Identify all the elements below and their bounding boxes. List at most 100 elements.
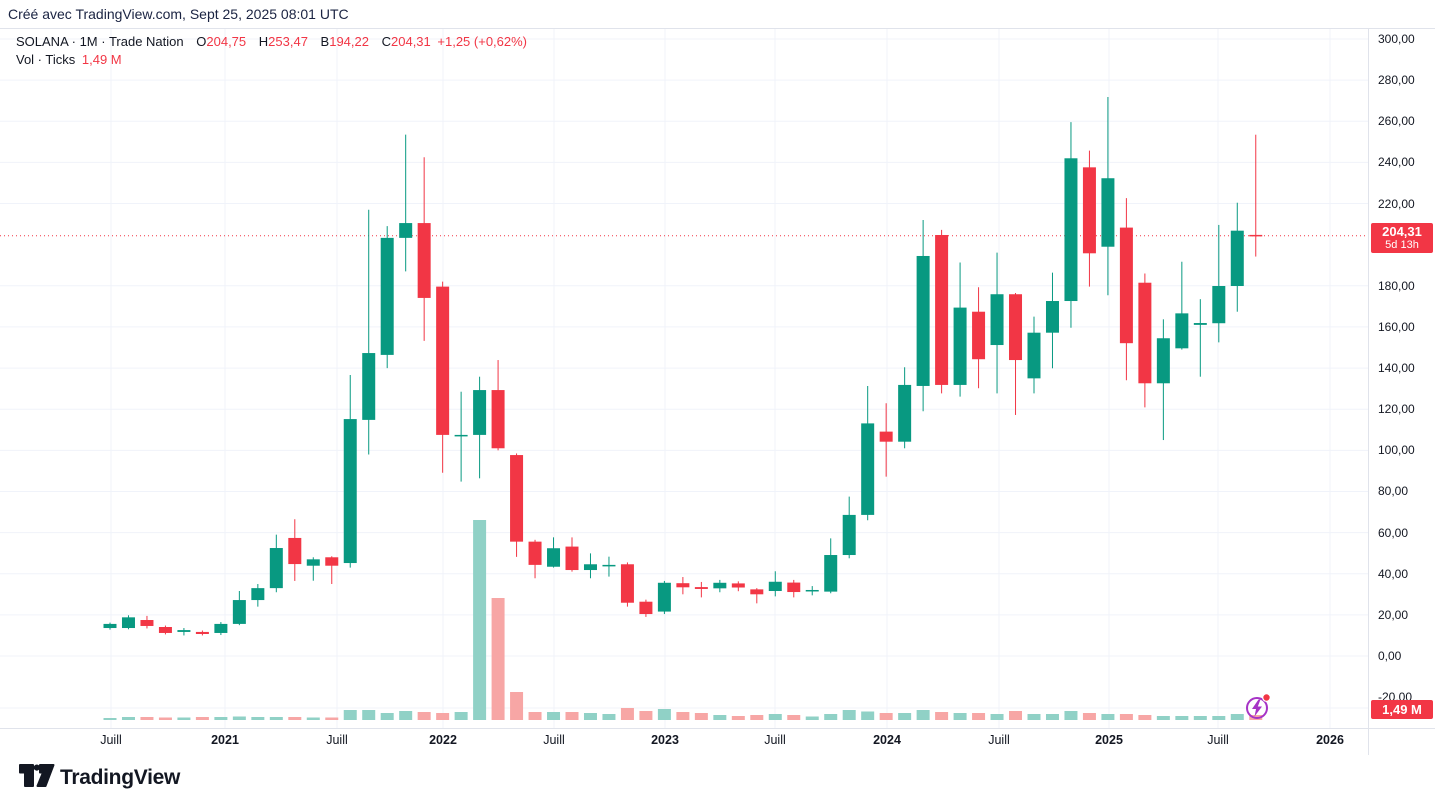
candle-body[interactable] xyxy=(232,600,246,624)
candle-body[interactable] xyxy=(602,564,616,567)
candle-body[interactable] xyxy=(694,587,708,589)
volume-bar[interactable] xyxy=(491,598,505,720)
candle-body[interactable] xyxy=(583,564,597,571)
candle-body[interactable] xyxy=(861,423,875,515)
candle-body[interactable] xyxy=(1064,158,1078,302)
candle-body[interactable] xyxy=(1212,286,1226,324)
volume-bar[interactable] xyxy=(676,712,690,720)
volume-bar[interactable] xyxy=(916,710,930,720)
candle-body[interactable] xyxy=(787,582,801,593)
candle-body[interactable] xyxy=(620,564,634,603)
candle-body[interactable] xyxy=(750,589,764,595)
volume-bar[interactable] xyxy=(195,717,209,720)
volume-bar[interactable] xyxy=(657,709,671,720)
volume-bar[interactable] xyxy=(787,715,801,720)
candle-body[interactable] xyxy=(916,255,930,386)
candle-body[interactable] xyxy=(805,589,819,592)
candle-body[interactable] xyxy=(1009,294,1023,361)
candle-body[interactable] xyxy=(454,434,468,437)
volume-bar[interactable] xyxy=(842,710,856,720)
volume-bar[interactable] xyxy=(935,712,949,720)
volume-bar[interactable] xyxy=(288,717,302,720)
time-axis[interactable]: Juill 2021 Juill 2022 Juill 2023 Juill 2024 Juil… xyxy=(0,733,1435,755)
tradingview-logo[interactable]: TradingView xyxy=(17,760,227,790)
candle-body[interactable] xyxy=(1156,338,1170,384)
volume-bar[interactable] xyxy=(861,711,875,721)
candle-body[interactable] xyxy=(1119,227,1133,344)
volume-bar[interactable] xyxy=(473,520,487,720)
candle-body[interactable] xyxy=(510,455,524,542)
candle-body[interactable] xyxy=(1101,178,1115,247)
volume-bar[interactable] xyxy=(1119,714,1133,720)
volume-bar[interactable] xyxy=(399,711,413,720)
volume-bar[interactable] xyxy=(1045,714,1059,720)
volume-bar[interactable] xyxy=(639,711,653,720)
volume-bar[interactable] xyxy=(1027,714,1041,720)
candle-body[interactable] xyxy=(325,557,339,566)
volume-bar[interactable] xyxy=(1212,716,1226,720)
volume-bar[interactable] xyxy=(251,717,265,720)
candle-body[interactable] xyxy=(251,588,265,601)
volume-bar[interactable] xyxy=(694,713,708,720)
volume-bar[interactable] xyxy=(990,714,1004,720)
price-axis[interactable]: -20,00 300,00 280,00 260,00 240,00 220,00 180,… xyxy=(1368,28,1435,755)
candle-body[interactable] xyxy=(1230,230,1244,287)
candle-body[interactable] xyxy=(288,537,302,565)
volume-bar[interactable] xyxy=(602,714,616,720)
candle-body[interactable] xyxy=(898,384,912,442)
volume-bar[interactable] xyxy=(972,713,986,720)
volume-bar[interactable] xyxy=(731,716,745,720)
volume-bar[interactable] xyxy=(158,717,172,721)
candle-body[interactable] xyxy=(565,546,579,571)
volume-bar[interactable] xyxy=(1156,716,1170,720)
candle-body[interactable] xyxy=(362,353,376,420)
volume-bar[interactable] xyxy=(1009,711,1023,720)
candle-body[interactable] xyxy=(972,311,986,360)
candle-body[interactable] xyxy=(158,627,172,633)
candle-body[interactable] xyxy=(1138,282,1152,384)
candle-body[interactable] xyxy=(842,514,856,556)
candle-body[interactable] xyxy=(269,548,283,589)
volume-bar[interactable] xyxy=(768,714,782,720)
candle-body[interactable] xyxy=(1027,332,1041,379)
candle-body[interactable] xyxy=(214,623,228,633)
volume-bar[interactable] xyxy=(953,713,967,720)
candle-body[interactable] xyxy=(177,630,191,632)
candle-body[interactable] xyxy=(528,541,542,565)
volume-bar[interactable] xyxy=(1193,716,1207,720)
volume-bar[interactable] xyxy=(343,710,357,720)
volume-bar[interactable] xyxy=(362,710,376,720)
volume-bar[interactable] xyxy=(417,712,431,720)
volume-bar[interactable] xyxy=(103,718,117,720)
volume-bar[interactable] xyxy=(620,708,634,720)
candle-body[interactable] xyxy=(399,223,413,238)
candle-body[interactable] xyxy=(824,555,838,592)
candle-body[interactable] xyxy=(713,582,727,589)
volume-bar[interactable] xyxy=(510,692,524,720)
volume-bar[interactable] xyxy=(121,717,135,720)
volume-bar[interactable] xyxy=(436,713,450,720)
volume-bar[interactable] xyxy=(1230,714,1244,720)
volume-bar[interactable] xyxy=(454,712,468,720)
candle-body[interactable] xyxy=(953,307,967,385)
volume-bar[interactable] xyxy=(214,717,228,720)
volume-bar[interactable] xyxy=(805,716,819,721)
volume-bar[interactable] xyxy=(898,713,912,720)
volume-bar[interactable] xyxy=(528,712,542,720)
candle-body[interactable] xyxy=(1193,323,1207,325)
volume-bar[interactable] xyxy=(380,713,394,720)
candle-body[interactable] xyxy=(768,581,782,592)
candle-body[interactable] xyxy=(343,419,357,564)
candle-body[interactable] xyxy=(1249,234,1263,237)
volume-bar[interactable] xyxy=(1082,713,1096,720)
candle-body[interactable] xyxy=(990,294,1004,346)
candle-body[interactable] xyxy=(491,390,505,449)
volume-bar[interactable] xyxy=(1138,715,1152,720)
volume-bar[interactable] xyxy=(325,717,339,721)
symbol-title[interactable]: SOLANA · 1M · Trade Nation xyxy=(16,34,184,49)
candle-body[interactable] xyxy=(1045,301,1059,333)
volume-bar[interactable] xyxy=(547,712,561,720)
candle-body[interactable] xyxy=(306,559,320,566)
candle-body[interactable] xyxy=(195,631,209,634)
